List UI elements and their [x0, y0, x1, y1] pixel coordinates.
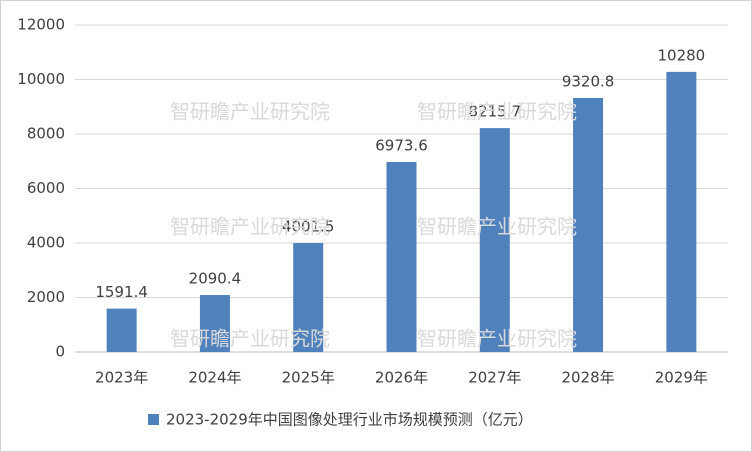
bar	[573, 98, 604, 352]
y-tick-label: 12000	[17, 16, 65, 34]
x-tick-label: 2026年	[375, 369, 428, 387]
value-label: 9320.8	[562, 73, 615, 91]
bar	[479, 128, 510, 352]
y-tick-label: 2000	[27, 288, 65, 306]
legend-swatch	[148, 414, 159, 425]
watermark: 智研瞻产业研究院	[170, 100, 330, 124]
bar	[199, 295, 230, 352]
y-tick-label: 0	[55, 343, 65, 361]
bar	[666, 71, 697, 353]
y-tick-label: 6000	[27, 179, 65, 197]
value-label: 6973.6	[375, 136, 428, 154]
watermark: 智研瞻产业研究院	[170, 327, 330, 351]
x-tick-label: 2025年	[282, 369, 335, 387]
value-label: 2090.4	[189, 270, 242, 288]
legend-label: 2023-2029年中国图像处理行业市场规模预测（亿元）	[166, 411, 533, 429]
x-tick-label: 2024年	[188, 369, 241, 387]
bar	[386, 161, 417, 352]
value-label: 1591.4	[95, 283, 148, 301]
watermark: 智研瞻产业研究院	[170, 215, 330, 239]
watermark: 智研瞻产业研究院	[417, 100, 577, 124]
watermark: 智研瞻产业研究院	[417, 215, 577, 239]
x-tick-label: 2023年	[95, 369, 148, 387]
bar	[106, 308, 137, 352]
y-tick-label: 10000	[17, 70, 65, 88]
y-tick-label: 4000	[27, 234, 65, 252]
y-tick-label: 8000	[27, 125, 65, 143]
bar	[293, 242, 324, 352]
x-tick-label: 2027年	[468, 369, 521, 387]
value-label: 10280	[657, 46, 705, 64]
x-tick-label: 2029年	[655, 369, 708, 387]
value-label: 8215.7	[469, 103, 522, 121]
value-label: 4001.5	[282, 217, 335, 235]
watermark: 智研瞻产业研究院	[417, 327, 577, 351]
x-tick-label: 2028年	[561, 369, 614, 387]
